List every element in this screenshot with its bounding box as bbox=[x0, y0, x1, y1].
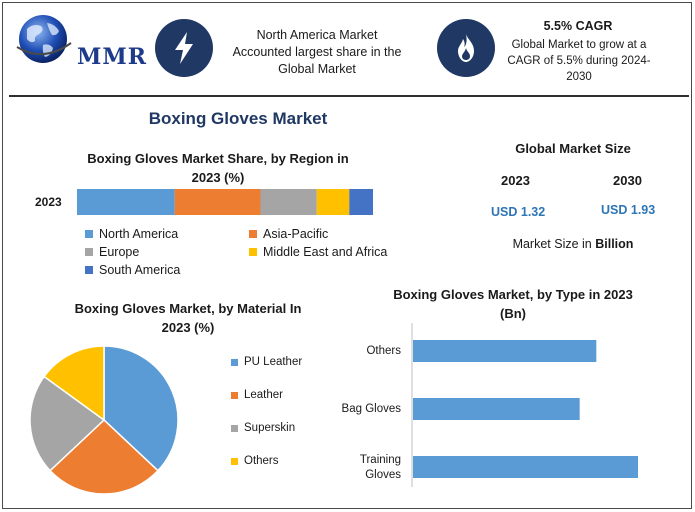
legend-item-europe: Europe bbox=[85, 245, 139, 259]
logo: MMR bbox=[13, 11, 146, 71]
lightning-icon bbox=[175, 32, 193, 64]
market-size-unit: Market Size in Billion bbox=[512, 237, 634, 251]
cagr-title: 5.5% CAGR bbox=[543, 19, 613, 33]
pie-legend-leather: Leather bbox=[231, 389, 283, 401]
main-title: Boxing Gloves Market bbox=[148, 109, 328, 128]
type-category-label-others: Others bbox=[366, 345, 401, 357]
market-size-year-2030: 2030 bbox=[613, 173, 642, 188]
highlight-icon-badge bbox=[155, 19, 213, 77]
pie-legend-superskin: Superskin bbox=[231, 422, 295, 434]
region-year-label: 2023 bbox=[35, 195, 62, 209]
region-bar-segment-asia-pacific bbox=[174, 189, 261, 215]
globe-icon bbox=[16, 15, 72, 63]
legend-swatch bbox=[85, 266, 93, 274]
type-bar-chart bbox=[411, 323, 638, 487]
region-chart-title: Boxing Gloves Market Share, by Region in… bbox=[87, 151, 349, 185]
market-size-title: Global Market Size bbox=[515, 141, 631, 156]
pie-slice-superskin bbox=[29, 375, 106, 472]
pie-legend-pu-leather: PU Leather bbox=[231, 356, 302, 368]
type-bar-bag-gloves bbox=[413, 398, 580, 420]
legend-swatch bbox=[231, 457, 238, 465]
type-category-label-bag-gloves: Bag Gloves bbox=[341, 403, 401, 415]
region-bar-segment-europe bbox=[260, 189, 317, 215]
material-chart-title: Boxing Gloves Market, by Material In 202… bbox=[74, 301, 302, 335]
legend-swatch bbox=[249, 248, 257, 256]
highlight-text: North America Market Accounted largest s… bbox=[232, 28, 402, 76]
region-bar-segment-north-america bbox=[77, 189, 175, 215]
region-stacked-bar bbox=[77, 189, 373, 215]
material-pie-chart bbox=[29, 345, 179, 495]
legend-item-south-america: South America bbox=[85, 263, 180, 277]
legend-swatch bbox=[85, 248, 93, 256]
type-bar-training-gloves bbox=[413, 456, 638, 478]
legend-swatch bbox=[249, 230, 257, 238]
header-divider bbox=[9, 95, 689, 97]
pie-legend-others: Others bbox=[231, 455, 279, 467]
market-size-year-2023: 2023 bbox=[501, 173, 530, 188]
type-category-label-training-gloves: Training Gloves bbox=[359, 454, 401, 481]
legend-swatch bbox=[85, 230, 93, 238]
pie-slice-leather bbox=[48, 418, 160, 495]
cagr-text: Global Market to grow at a CAGR of 5.5% … bbox=[507, 39, 651, 83]
legend-item-north-america: North America bbox=[85, 227, 178, 241]
logo-text: MMR bbox=[77, 44, 147, 70]
legend-item-asia-pacific: Asia-Pacific bbox=[249, 227, 328, 241]
legend-swatch bbox=[231, 358, 238, 366]
legend-item-middle-east-africa: Middle East and Africa bbox=[249, 245, 387, 259]
region-bar-segment-middle-east-and-africa bbox=[316, 189, 350, 215]
cagr-icon-badge bbox=[437, 19, 495, 77]
legend-swatch bbox=[231, 391, 238, 399]
region-bar-segment-south-america bbox=[349, 189, 373, 215]
market-size-value-2023: USD 1.32 bbox=[491, 205, 546, 219]
type-chart-title: Boxing Gloves Market, by Type in 2023 (B… bbox=[393, 287, 633, 321]
type-bar-others bbox=[413, 340, 597, 362]
market-size-value-2030: USD 1.93 bbox=[601, 203, 656, 217]
pie-slice-pu-leather bbox=[103, 345, 179, 472]
legend-swatch bbox=[231, 424, 238, 432]
pie-slice-others bbox=[43, 345, 105, 422]
flame-icon bbox=[458, 34, 474, 62]
